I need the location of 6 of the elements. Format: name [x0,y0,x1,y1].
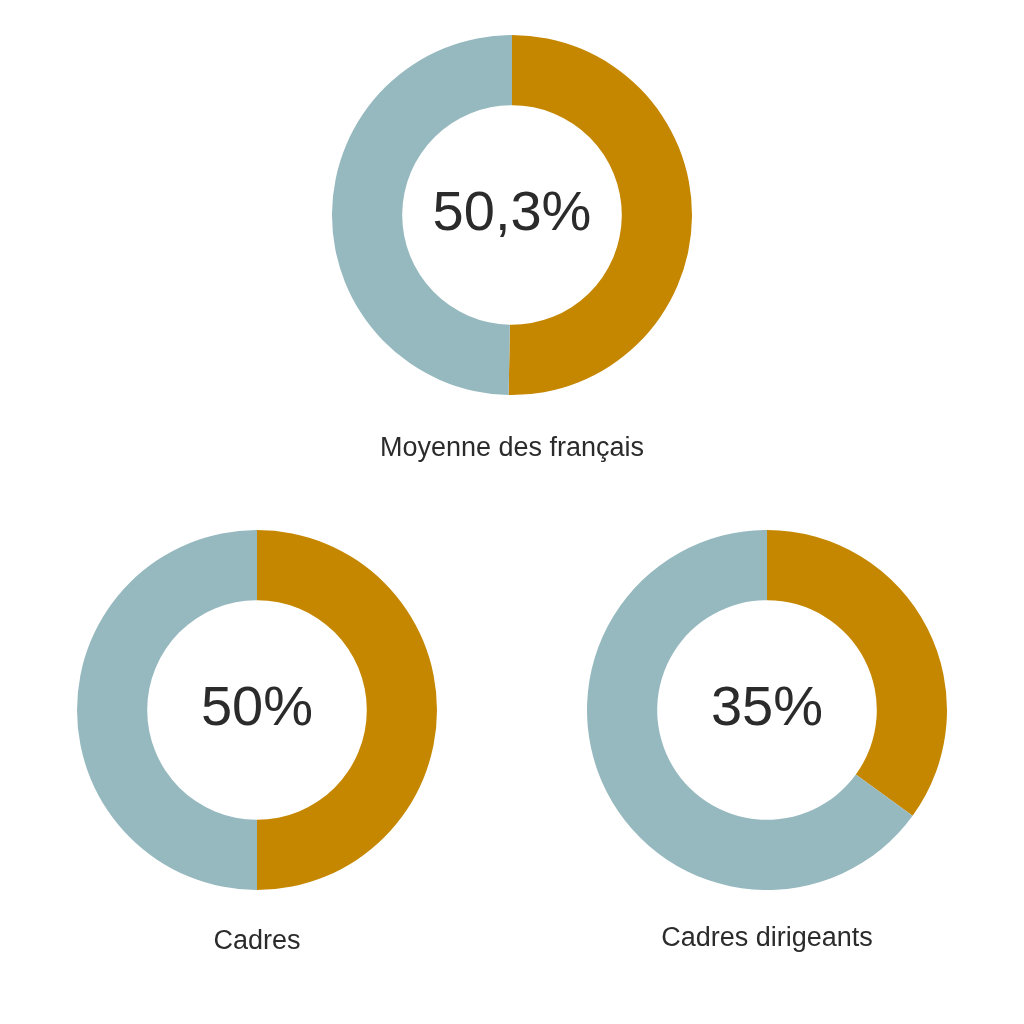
text: Moyenne des français [378,432,646,463]
text: Cadres dirigeants [660,922,874,953]
data-label: 50% [200,674,314,738]
data-label: 50,3% [432,179,592,243]
text: Cadres [212,925,302,956]
data-label: 35% [710,674,824,738]
